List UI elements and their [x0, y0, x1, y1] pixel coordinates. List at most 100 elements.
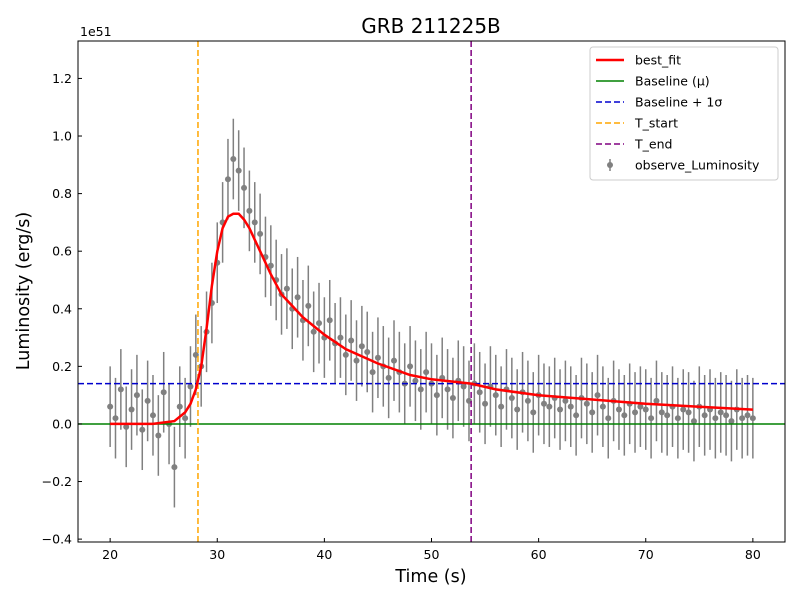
- x-tick-label: 80: [745, 547, 761, 562]
- observed-point: [230, 156, 237, 163]
- observed-point: [664, 412, 671, 419]
- legend-label: best_fit: [635, 53, 681, 68]
- observed-point: [128, 406, 135, 413]
- y-axis-label: Luminosity (erg/s): [14, 212, 34, 370]
- observed-point: [107, 403, 114, 410]
- observed-point: [658, 409, 665, 416]
- observed-point: [567, 403, 574, 410]
- observed-point: [224, 176, 231, 183]
- observed-point: [476, 389, 483, 396]
- x-tick-label: 50: [424, 547, 440, 562]
- y-tick-label: −0.2: [42, 474, 72, 489]
- observed-point: [139, 426, 146, 433]
- observed-point: [717, 409, 724, 416]
- observed-point: [621, 412, 628, 419]
- observed-point: [728, 418, 735, 425]
- observed-point: [385, 374, 392, 381]
- y-tick-label: −0.4: [42, 532, 72, 547]
- observed-point: [573, 412, 580, 419]
- observed-point: [648, 415, 655, 422]
- observed-point: [524, 397, 531, 404]
- legend-swatch-marker: [607, 162, 613, 168]
- observed-point: [283, 285, 290, 292]
- observed-point: [562, 397, 569, 404]
- observed-point: [316, 320, 323, 327]
- y-tick-label: 0.6: [52, 244, 72, 259]
- observed-point: [374, 354, 381, 361]
- observed-point: [246, 207, 253, 214]
- observed-point: [685, 409, 692, 416]
- observed-point: [171, 464, 178, 471]
- observed-point: [449, 395, 456, 402]
- observed-point: [294, 294, 301, 301]
- observed-point: [342, 351, 349, 358]
- legend-label: T_end: [634, 137, 672, 152]
- observed-point: [680, 406, 687, 413]
- observed-point: [187, 383, 194, 390]
- legend-label: observe_Luminosity: [635, 158, 760, 173]
- observed-point: [149, 412, 156, 419]
- plot-area: [78, 41, 785, 542]
- observed-point: [460, 383, 467, 390]
- y-tick-label: 0.0: [52, 416, 72, 431]
- observed-point: [305, 302, 312, 309]
- observed-point: [423, 369, 430, 376]
- observed-point: [723, 412, 730, 419]
- observed-point: [326, 317, 333, 324]
- observed-point: [235, 167, 242, 174]
- observed-point: [348, 337, 355, 344]
- observed-point: [546, 403, 553, 410]
- chart-title: GRB 211225B: [361, 14, 501, 38]
- observed-point: [557, 406, 564, 413]
- legend-frame: [589, 46, 779, 181]
- observed-point: [637, 403, 644, 410]
- x-tick-label: 60: [531, 547, 547, 562]
- y-tick-label: 0.8: [52, 186, 72, 201]
- observed-point: [251, 219, 258, 226]
- observed-point: [749, 415, 756, 422]
- observed-point: [599, 403, 606, 410]
- observed-point: [583, 400, 590, 407]
- observed-point: [364, 348, 371, 355]
- observed-point: [653, 397, 660, 404]
- legend-item-baseline-sigma: Baseline + 1σ: [596, 95, 722, 110]
- y-offset-label: 1e51: [80, 24, 112, 39]
- x-axis-label: Time (s): [394, 567, 466, 587]
- observed-point: [123, 423, 130, 430]
- observed-point: [530, 409, 537, 416]
- observed-point: [540, 400, 547, 407]
- best-fit-line: [110, 212, 753, 426]
- legend-item-best-fit: best_fit: [596, 53, 681, 68]
- observed-point: [514, 406, 521, 413]
- observed-point: [444, 386, 451, 393]
- observed-point: [182, 415, 189, 422]
- observed-point: [407, 363, 414, 370]
- legend-item-baseline: Baseline (μ): [596, 74, 710, 89]
- legend-item-t-end: T_end: [596, 137, 672, 152]
- observed-point: [433, 392, 440, 399]
- observed-point: [642, 406, 649, 413]
- legend: best_fit Baseline (μ) Baseline + 1σ T_start…: [589, 46, 779, 181]
- observed-point: [492, 392, 499, 399]
- x-tick-label: 70: [638, 547, 654, 562]
- observed-point: [112, 415, 119, 422]
- observed-point: [369, 369, 376, 376]
- observed-point: [589, 409, 596, 416]
- observed-point: [391, 357, 398, 364]
- observed-point: [739, 415, 746, 422]
- legend-label: Baseline (μ): [635, 74, 710, 89]
- observed-point: [353, 357, 360, 364]
- observed-point: [176, 403, 183, 410]
- observed-point: [701, 412, 708, 419]
- observed-point: [712, 415, 719, 422]
- observed-point: [144, 397, 151, 404]
- observed-point: [508, 395, 515, 402]
- legend-item-observed: observe_Luminosity: [607, 158, 760, 173]
- observed-point: [117, 386, 124, 393]
- legend-label: Baseline + 1σ: [635, 95, 722, 110]
- observed-point: [417, 386, 424, 393]
- observed-point: [267, 262, 274, 269]
- y-tick-label: 0.2: [52, 359, 72, 374]
- x-tick-label: 40: [316, 547, 332, 562]
